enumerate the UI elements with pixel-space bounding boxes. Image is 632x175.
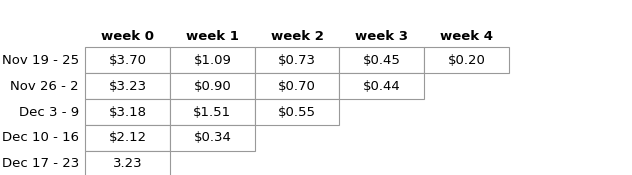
Bar	[339, 47, 424, 73]
Bar	[424, 47, 509, 73]
Text: $3.18: $3.18	[109, 106, 147, 118]
Bar	[85, 151, 170, 175]
Text: week 3: week 3	[355, 30, 408, 43]
Text: $0.45: $0.45	[363, 54, 401, 67]
Text: $0.90: $0.90	[193, 80, 231, 93]
Text: $0.34: $0.34	[193, 131, 231, 144]
Text: Nov 26 - 2: Nov 26 - 2	[10, 80, 79, 93]
Bar	[85, 73, 170, 99]
Bar	[255, 73, 339, 99]
Text: Dec 10 - 16: Dec 10 - 16	[2, 131, 79, 144]
Bar	[85, 99, 170, 125]
Text: week 1: week 1	[186, 30, 239, 43]
Text: $1.09: $1.09	[193, 54, 231, 67]
Text: week 0: week 0	[101, 30, 154, 43]
Text: $0.44: $0.44	[363, 80, 401, 93]
Text: $0.20: $0.20	[447, 54, 485, 67]
Bar	[339, 73, 424, 99]
Text: $3.70: $3.70	[109, 54, 147, 67]
Bar	[170, 99, 255, 125]
Text: $1.51: $1.51	[193, 106, 231, 118]
Text: 3.23: 3.23	[113, 157, 142, 170]
Text: Nov 19 - 25: Nov 19 - 25	[2, 54, 79, 67]
Text: Dec 17 - 23: Dec 17 - 23	[2, 157, 79, 170]
Text: $2.12: $2.12	[109, 131, 147, 144]
Bar	[170, 125, 255, 151]
Text: $0.73: $0.73	[278, 54, 316, 67]
Bar	[170, 73, 255, 99]
Text: $0.70: $0.70	[278, 80, 316, 93]
Bar	[85, 125, 170, 151]
Text: week 2: week 2	[270, 30, 324, 43]
Text: $3.23: $3.23	[109, 80, 147, 93]
Bar	[255, 99, 339, 125]
Text: Dec 3 - 9: Dec 3 - 9	[19, 106, 79, 118]
Bar	[85, 47, 170, 73]
Bar	[255, 47, 339, 73]
Text: $0.55: $0.55	[278, 106, 316, 118]
Text: week 4: week 4	[440, 30, 493, 43]
Bar	[170, 47, 255, 73]
